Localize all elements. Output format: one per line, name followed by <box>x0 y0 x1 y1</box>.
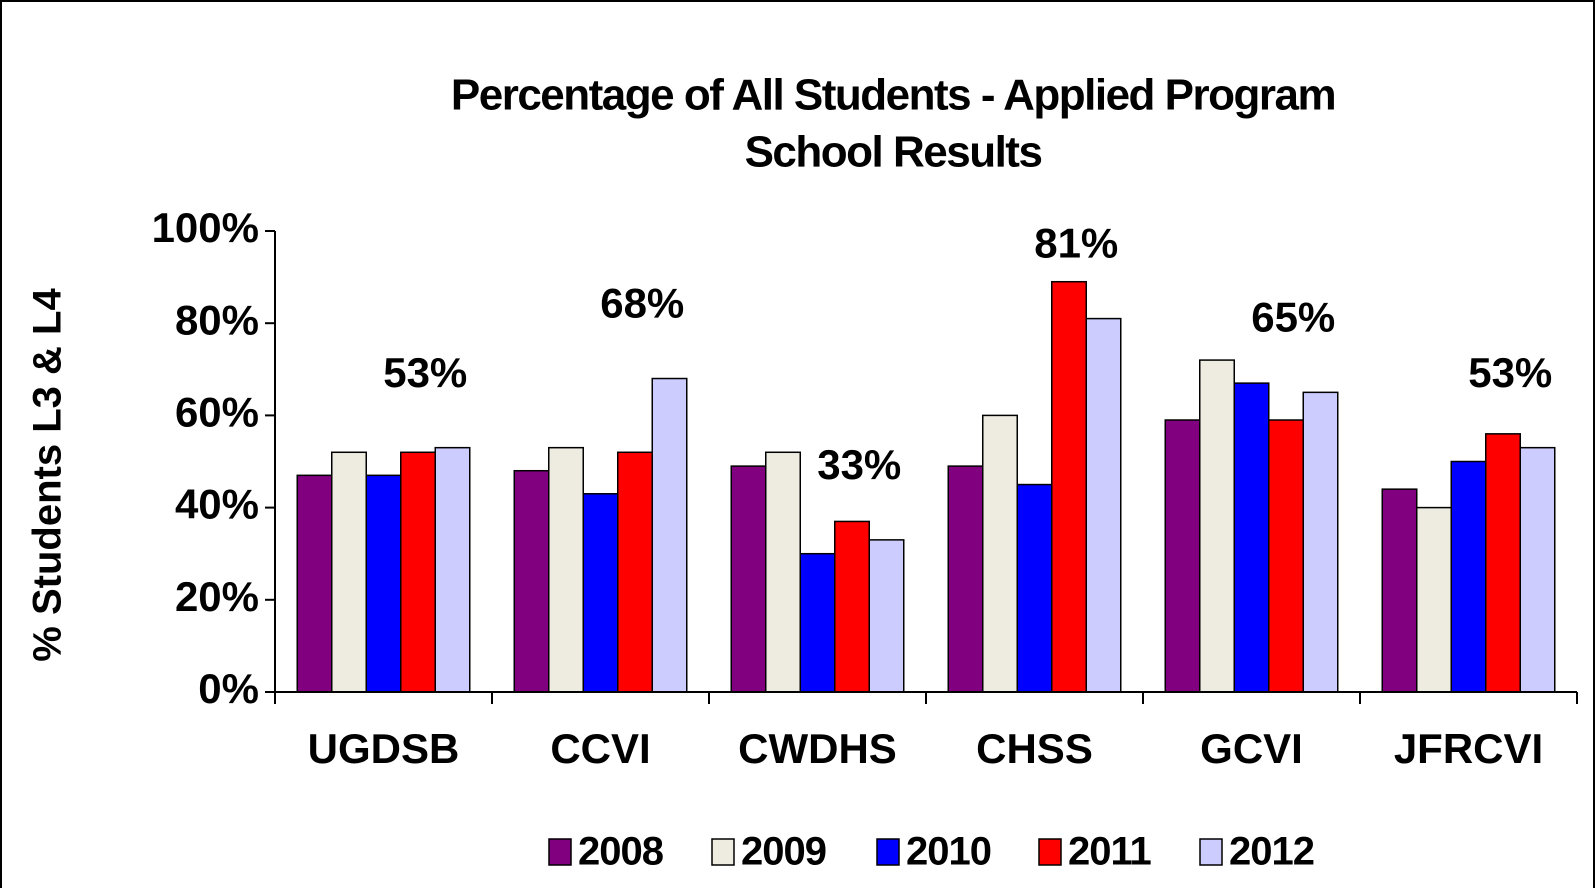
x-tick-label: CHSS <box>976 725 1093 772</box>
bar <box>1164 419 1201 693</box>
bar <box>1268 419 1304 693</box>
y-tick-label: 100% <box>152 204 259 251</box>
data-label: 68% <box>600 280 684 327</box>
y-axis-label: % Students L3 & L4 <box>26 288 70 662</box>
legend-swatch <box>711 838 735 866</box>
legend-label: 2009 <box>741 830 826 874</box>
bar <box>1233 382 1270 693</box>
bar <box>1199 359 1235 693</box>
bar <box>1016 483 1053 693</box>
bar <box>582 493 619 693</box>
data-label: 33% <box>817 441 901 488</box>
legend-label: 2011 <box>1068 830 1152 874</box>
bar <box>765 451 801 693</box>
bar <box>1485 433 1521 693</box>
y-tick-label: 40% <box>175 481 259 528</box>
legend-swatch <box>548 838 572 866</box>
bar <box>331 451 367 693</box>
data-label: 53% <box>1468 349 1552 396</box>
legend-label: 2012 <box>1229 830 1314 874</box>
y-tick-label: 60% <box>175 388 259 435</box>
data-label: 81% <box>1034 220 1118 267</box>
bar <box>1416 506 1452 693</box>
bar <box>1381 488 1418 693</box>
bar <box>513 469 550 693</box>
x-tick-label: GCVI <box>1200 725 1303 772</box>
bar <box>868 539 905 693</box>
y-tick-label: 0% <box>198 665 259 712</box>
x-tick-label: CWDHS <box>738 725 897 772</box>
chart-title: School Results <box>745 128 1042 177</box>
bar <box>617 451 653 693</box>
x-tick-label: UGDSB <box>308 725 460 772</box>
legend-label: 2008 <box>578 830 664 874</box>
bar <box>1085 317 1122 693</box>
bar <box>548 446 584 693</box>
legend-swatch <box>1038 838 1062 866</box>
bar <box>947 465 984 693</box>
legend-swatch <box>876 838 900 866</box>
bar <box>982 414 1018 693</box>
bar <box>296 474 333 693</box>
x-tick-label: JFRCVI <box>1394 725 1543 772</box>
bar <box>1051 280 1087 693</box>
bar <box>434 446 471 693</box>
bar <box>799 552 836 693</box>
y-tick-label: 80% <box>175 296 259 343</box>
bar <box>1450 460 1487 693</box>
data-label: 65% <box>1251 293 1335 340</box>
x-tick-label: CCVI <box>550 725 650 772</box>
legend-swatch <box>1199 838 1223 866</box>
y-tick-label: 20% <box>175 573 259 620</box>
bar <box>730 465 767 693</box>
bar <box>365 474 402 693</box>
bar <box>400 451 436 693</box>
bar <box>834 520 870 693</box>
bar <box>1302 391 1339 693</box>
bar <box>651 377 688 693</box>
chart-title: Percentage of All Students - Applied Pro… <box>451 71 1335 120</box>
legend-label: 2010 <box>906 830 991 874</box>
bar <box>1519 446 1556 693</box>
data-label: 53% <box>383 349 467 396</box>
